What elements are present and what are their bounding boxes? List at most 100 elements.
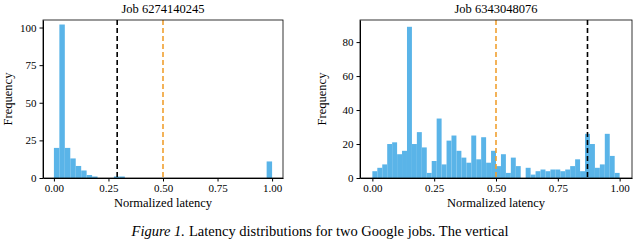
reference-line (162, 20, 164, 178)
bar (511, 158, 516, 178)
tick-label: 40 (343, 104, 355, 116)
tick-label: 1.00 (611, 182, 631, 194)
tick-mark (272, 178, 273, 182)
bar (407, 27, 412, 178)
bar (59, 25, 64, 178)
y-axis: 0 25 50 75 100 (20, 21, 44, 185)
tick-label: 0.75 (208, 182, 228, 194)
tick-label: 0.75 (549, 182, 569, 194)
tick-label: 75 (26, 59, 38, 71)
plot-frame (43, 20, 283, 178)
bar (600, 164, 605, 178)
bar (565, 170, 570, 178)
tick-mark (357, 76, 361, 77)
tick: 20 (343, 138, 361, 150)
bar (87, 175, 92, 178)
bar (70, 158, 75, 178)
axis-line (360, 21, 361, 179)
bar (471, 136, 476, 178)
bar (486, 163, 491, 178)
bar (461, 158, 466, 178)
caption-label: Figure 1. (131, 223, 185, 239)
tick: 0.00 (363, 178, 383, 194)
bar (372, 171, 377, 178)
bar (402, 151, 407, 178)
tick-mark (40, 178, 44, 179)
bar (615, 173, 620, 178)
bar (536, 171, 541, 178)
axis-line (43, 21, 44, 179)
tick-label: 20 (343, 138, 355, 150)
reference-line (587, 20, 589, 178)
bar (466, 163, 471, 178)
tick-label: 1.00 (263, 182, 283, 194)
tick-label: 0.00 (45, 182, 65, 194)
tick-label: 0 (348, 172, 354, 184)
reference-line (116, 20, 118, 178)
tick: 100 (20, 22, 43, 34)
bar (610, 156, 615, 178)
tick-mark (558, 178, 559, 182)
bar (560, 171, 565, 178)
tick: 0.50 (487, 178, 507, 194)
tick-label: 25 (26, 134, 38, 146)
tick-label: 0.25 (425, 182, 445, 194)
tick: 0.25 (425, 178, 445, 194)
tick-label: 0.50 (154, 182, 174, 194)
tick: 1.00 (611, 178, 631, 194)
bar (545, 171, 550, 178)
tick: 0 (31, 172, 43, 184)
bar (427, 173, 432, 178)
tick-mark (40, 103, 44, 104)
tick-label: 60 (343, 70, 355, 82)
plot-frame (360, 20, 632, 178)
bar (382, 164, 387, 178)
chart-title: Job 6343048076 (455, 2, 538, 16)
bar (432, 161, 437, 178)
reference-line (495, 20, 497, 178)
tick-mark (357, 42, 361, 43)
bar (555, 170, 560, 178)
tick: 60 (343, 70, 361, 82)
bar (526, 168, 531, 178)
tick-mark (357, 110, 361, 111)
bar (451, 136, 456, 178)
plot-area (372, 20, 619, 178)
tick: 0.25 (99, 178, 119, 194)
tick: 80 (343, 36, 361, 48)
bar (76, 166, 81, 178)
bar (377, 168, 382, 178)
tick-mark (620, 178, 621, 182)
bar (481, 137, 486, 178)
tick-mark (54, 178, 55, 182)
bar (516, 166, 521, 178)
bar (595, 168, 600, 178)
tick: 0 (348, 172, 360, 184)
tick-label: 50 (26, 97, 38, 109)
bar (442, 164, 447, 178)
tick: 1.00 (263, 178, 283, 194)
tick: 0.50 (154, 178, 174, 194)
x-axis: 0.00 0.25 0.50 0.75 1.00 (361, 178, 633, 194)
bar (550, 170, 555, 178)
tick: 0.75 (549, 178, 569, 194)
bar (580, 171, 585, 178)
bar (54, 148, 59, 178)
caption: Figure 1.Latency distributions for two G… (131, 223, 509, 239)
x-axis-title: Normalized latency (447, 196, 546, 210)
tick-mark (218, 178, 219, 182)
histogram-panel: 0.00 0.25 0.50 0.75 1.00 0 25 50 75 100 Job 627414… (1, 2, 284, 210)
tick-mark (40, 28, 44, 29)
plot-area (54, 20, 272, 178)
bar (476, 159, 481, 178)
tick-label: 0 (31, 172, 37, 184)
bar (412, 144, 417, 178)
tick-label: 80 (343, 36, 355, 48)
bar (590, 144, 595, 178)
tick-mark (108, 178, 109, 182)
tick-mark (357, 144, 361, 145)
x-axis-title: Normalized latency (114, 196, 213, 210)
tick-mark (40, 140, 44, 141)
y-axis-title: Frequency (315, 72, 329, 126)
chart-title: Job 6274140245 (122, 2, 205, 16)
